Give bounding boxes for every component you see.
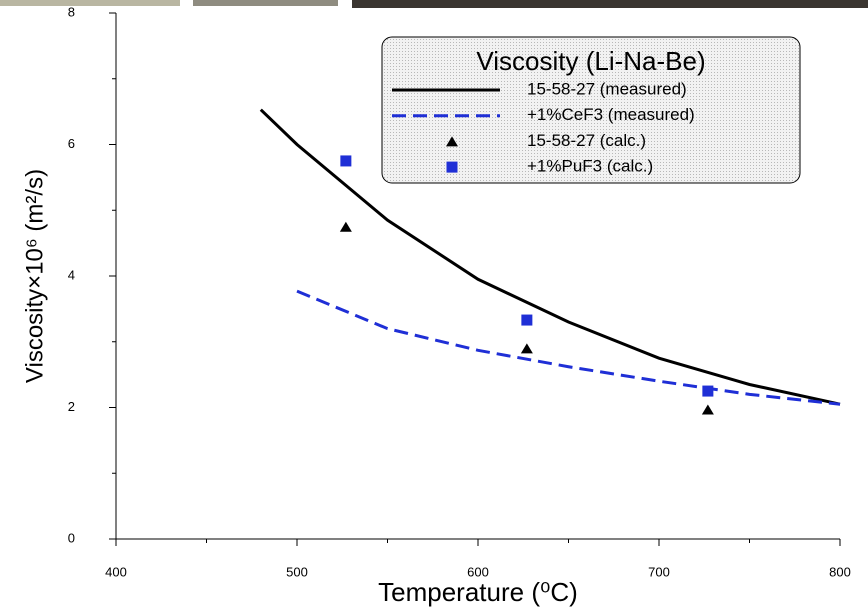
data-line bbox=[296, 289, 841, 406]
data-point bbox=[701, 404, 714, 415]
x-tick-label: 500 bbox=[286, 564, 308, 579]
data-line bbox=[259, 108, 841, 406]
y-axis-label: Viscosity×10⁶ (m²/s) bbox=[21, 169, 48, 383]
photo-strip bbox=[0, 0, 868, 8]
data-point bbox=[340, 155, 352, 167]
data-point bbox=[339, 221, 352, 232]
y-tick-label: 0 bbox=[68, 530, 75, 545]
y-tick-label: 6 bbox=[68, 136, 75, 151]
legend-label: 15-58-27 (measured) bbox=[527, 79, 687, 98]
y-tick-label: 8 bbox=[68, 4, 75, 19]
data-point bbox=[702, 385, 714, 397]
legend-swatch bbox=[446, 161, 458, 173]
legend-label: 15-58-27 (calc.) bbox=[527, 131, 646, 150]
x-tick-label: 400 bbox=[105, 564, 127, 579]
legend-box bbox=[381, 36, 801, 184]
data-point bbox=[521, 314, 533, 326]
legend-swatch bbox=[446, 136, 458, 147]
x-axis-label: Temperature (⁰C) bbox=[378, 577, 578, 607]
legend-label: +1%PuF3 (calc.) bbox=[527, 157, 653, 176]
x-tick-label: 800 bbox=[829, 564, 851, 579]
y-tick-label: 2 bbox=[68, 399, 75, 414]
legend-title: Viscosity (Li-Na-Be) bbox=[476, 46, 705, 76]
x-tick-label: 600 bbox=[467, 564, 489, 579]
legend-label: +1%CeF3 (measured) bbox=[527, 105, 695, 124]
x-tick-label: 700 bbox=[648, 564, 670, 579]
data-point bbox=[520, 343, 533, 354]
y-tick-label: 4 bbox=[68, 267, 75, 282]
